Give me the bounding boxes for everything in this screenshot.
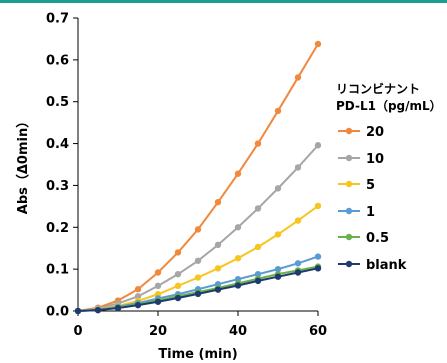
y-tick-label: 0.4 xyxy=(46,137,69,152)
data-point xyxy=(314,142,322,149)
data-point xyxy=(314,265,322,272)
data-point xyxy=(194,290,202,298)
legend: リコンビナント PD-L1（pg/mL） 20 10 5 1 0.5 blank xyxy=(336,81,442,273)
data-point xyxy=(234,170,242,177)
data-point xyxy=(254,277,262,285)
y-tick-label: 0.0 xyxy=(46,305,69,320)
legend-label: blank xyxy=(366,258,407,273)
data-point xyxy=(174,249,182,256)
data-point xyxy=(194,257,202,264)
legend-label: 5 xyxy=(366,178,375,193)
y-tick-label: 0.7 xyxy=(46,12,69,27)
legend-title-line-2: PD-L1（pg/mL） xyxy=(336,98,442,113)
series-line xyxy=(77,43,319,312)
legend-item-1: 1 xyxy=(338,205,375,220)
data-point xyxy=(134,301,142,309)
y-tick-label: 0.5 xyxy=(46,95,69,110)
legend-swatch-marker xyxy=(345,233,353,241)
y-tick-label: 0.2 xyxy=(46,221,69,236)
data-point xyxy=(214,265,222,272)
x-tick-label: 0 xyxy=(73,324,82,339)
legend-swatch-marker xyxy=(345,207,353,215)
data-point xyxy=(194,226,202,233)
series-blank xyxy=(74,265,322,315)
legend-item-0.5: 0.5 xyxy=(338,231,389,246)
data-point xyxy=(194,274,202,281)
x-tick-label: 20 xyxy=(149,324,167,339)
top-accent-bar xyxy=(0,0,447,3)
data-point xyxy=(134,286,142,293)
x-axis-title: Time (min) xyxy=(158,347,237,362)
data-point xyxy=(294,269,302,276)
y-tick-label: 0.3 xyxy=(46,179,69,194)
data-point xyxy=(174,270,182,278)
legend-swatch-marker xyxy=(345,180,353,188)
data-point xyxy=(214,241,222,249)
legend-item-blank: blank xyxy=(338,258,407,273)
data-point xyxy=(274,273,282,280)
data-point xyxy=(254,243,262,251)
y-tick-label: 0.1 xyxy=(46,263,69,278)
data-point xyxy=(114,304,122,312)
legend-label: 20 xyxy=(366,125,384,140)
data-point xyxy=(214,286,222,293)
data-point xyxy=(294,217,302,224)
legend-item-10: 10 xyxy=(338,152,384,167)
data-point xyxy=(174,294,182,302)
series-layer xyxy=(74,40,322,315)
data-point xyxy=(174,282,182,290)
legend-item-20: 20 xyxy=(338,125,384,140)
legend-label: 0.5 xyxy=(366,231,389,246)
data-point xyxy=(154,298,162,305)
data-point xyxy=(314,202,322,210)
data-point xyxy=(294,74,302,81)
data-point xyxy=(254,205,262,212)
data-point xyxy=(314,40,322,48)
legend-label: 1 xyxy=(366,205,375,220)
data-point xyxy=(154,269,162,276)
data-point xyxy=(294,164,302,171)
data-point xyxy=(254,270,262,278)
data-point xyxy=(254,140,262,147)
data-point xyxy=(274,265,282,273)
legend-swatch-marker xyxy=(345,154,353,162)
data-point xyxy=(214,198,222,206)
legend-title-line-1: リコンビナント xyxy=(336,81,420,96)
data-point xyxy=(274,185,282,192)
legend-swatch-marker xyxy=(345,260,353,268)
data-point xyxy=(94,306,102,314)
data-point xyxy=(74,307,82,315)
x-tick-label: 60 xyxy=(309,324,327,339)
axes: 0.0 0.1 0.2 0.3 0.4 0.5 0.6 0.7 0 20 40 60 Time (min… xyxy=(15,12,327,363)
y-tick-label: 0.6 xyxy=(46,53,69,68)
legend-label: 10 xyxy=(366,152,384,167)
x-tick-label: 40 xyxy=(229,324,247,339)
data-point xyxy=(234,255,242,262)
data-point xyxy=(314,253,322,260)
data-point xyxy=(154,282,162,290)
y-axis-title: Abs（Δ0min） xyxy=(15,115,31,214)
data-point xyxy=(234,282,242,289)
data-point xyxy=(234,224,242,231)
data-point xyxy=(274,107,282,115)
data-point xyxy=(274,231,282,238)
data-point xyxy=(294,260,302,267)
legend-item-5: 5 xyxy=(338,178,375,193)
legend-swatch-marker xyxy=(345,127,353,135)
data-point xyxy=(134,293,142,300)
